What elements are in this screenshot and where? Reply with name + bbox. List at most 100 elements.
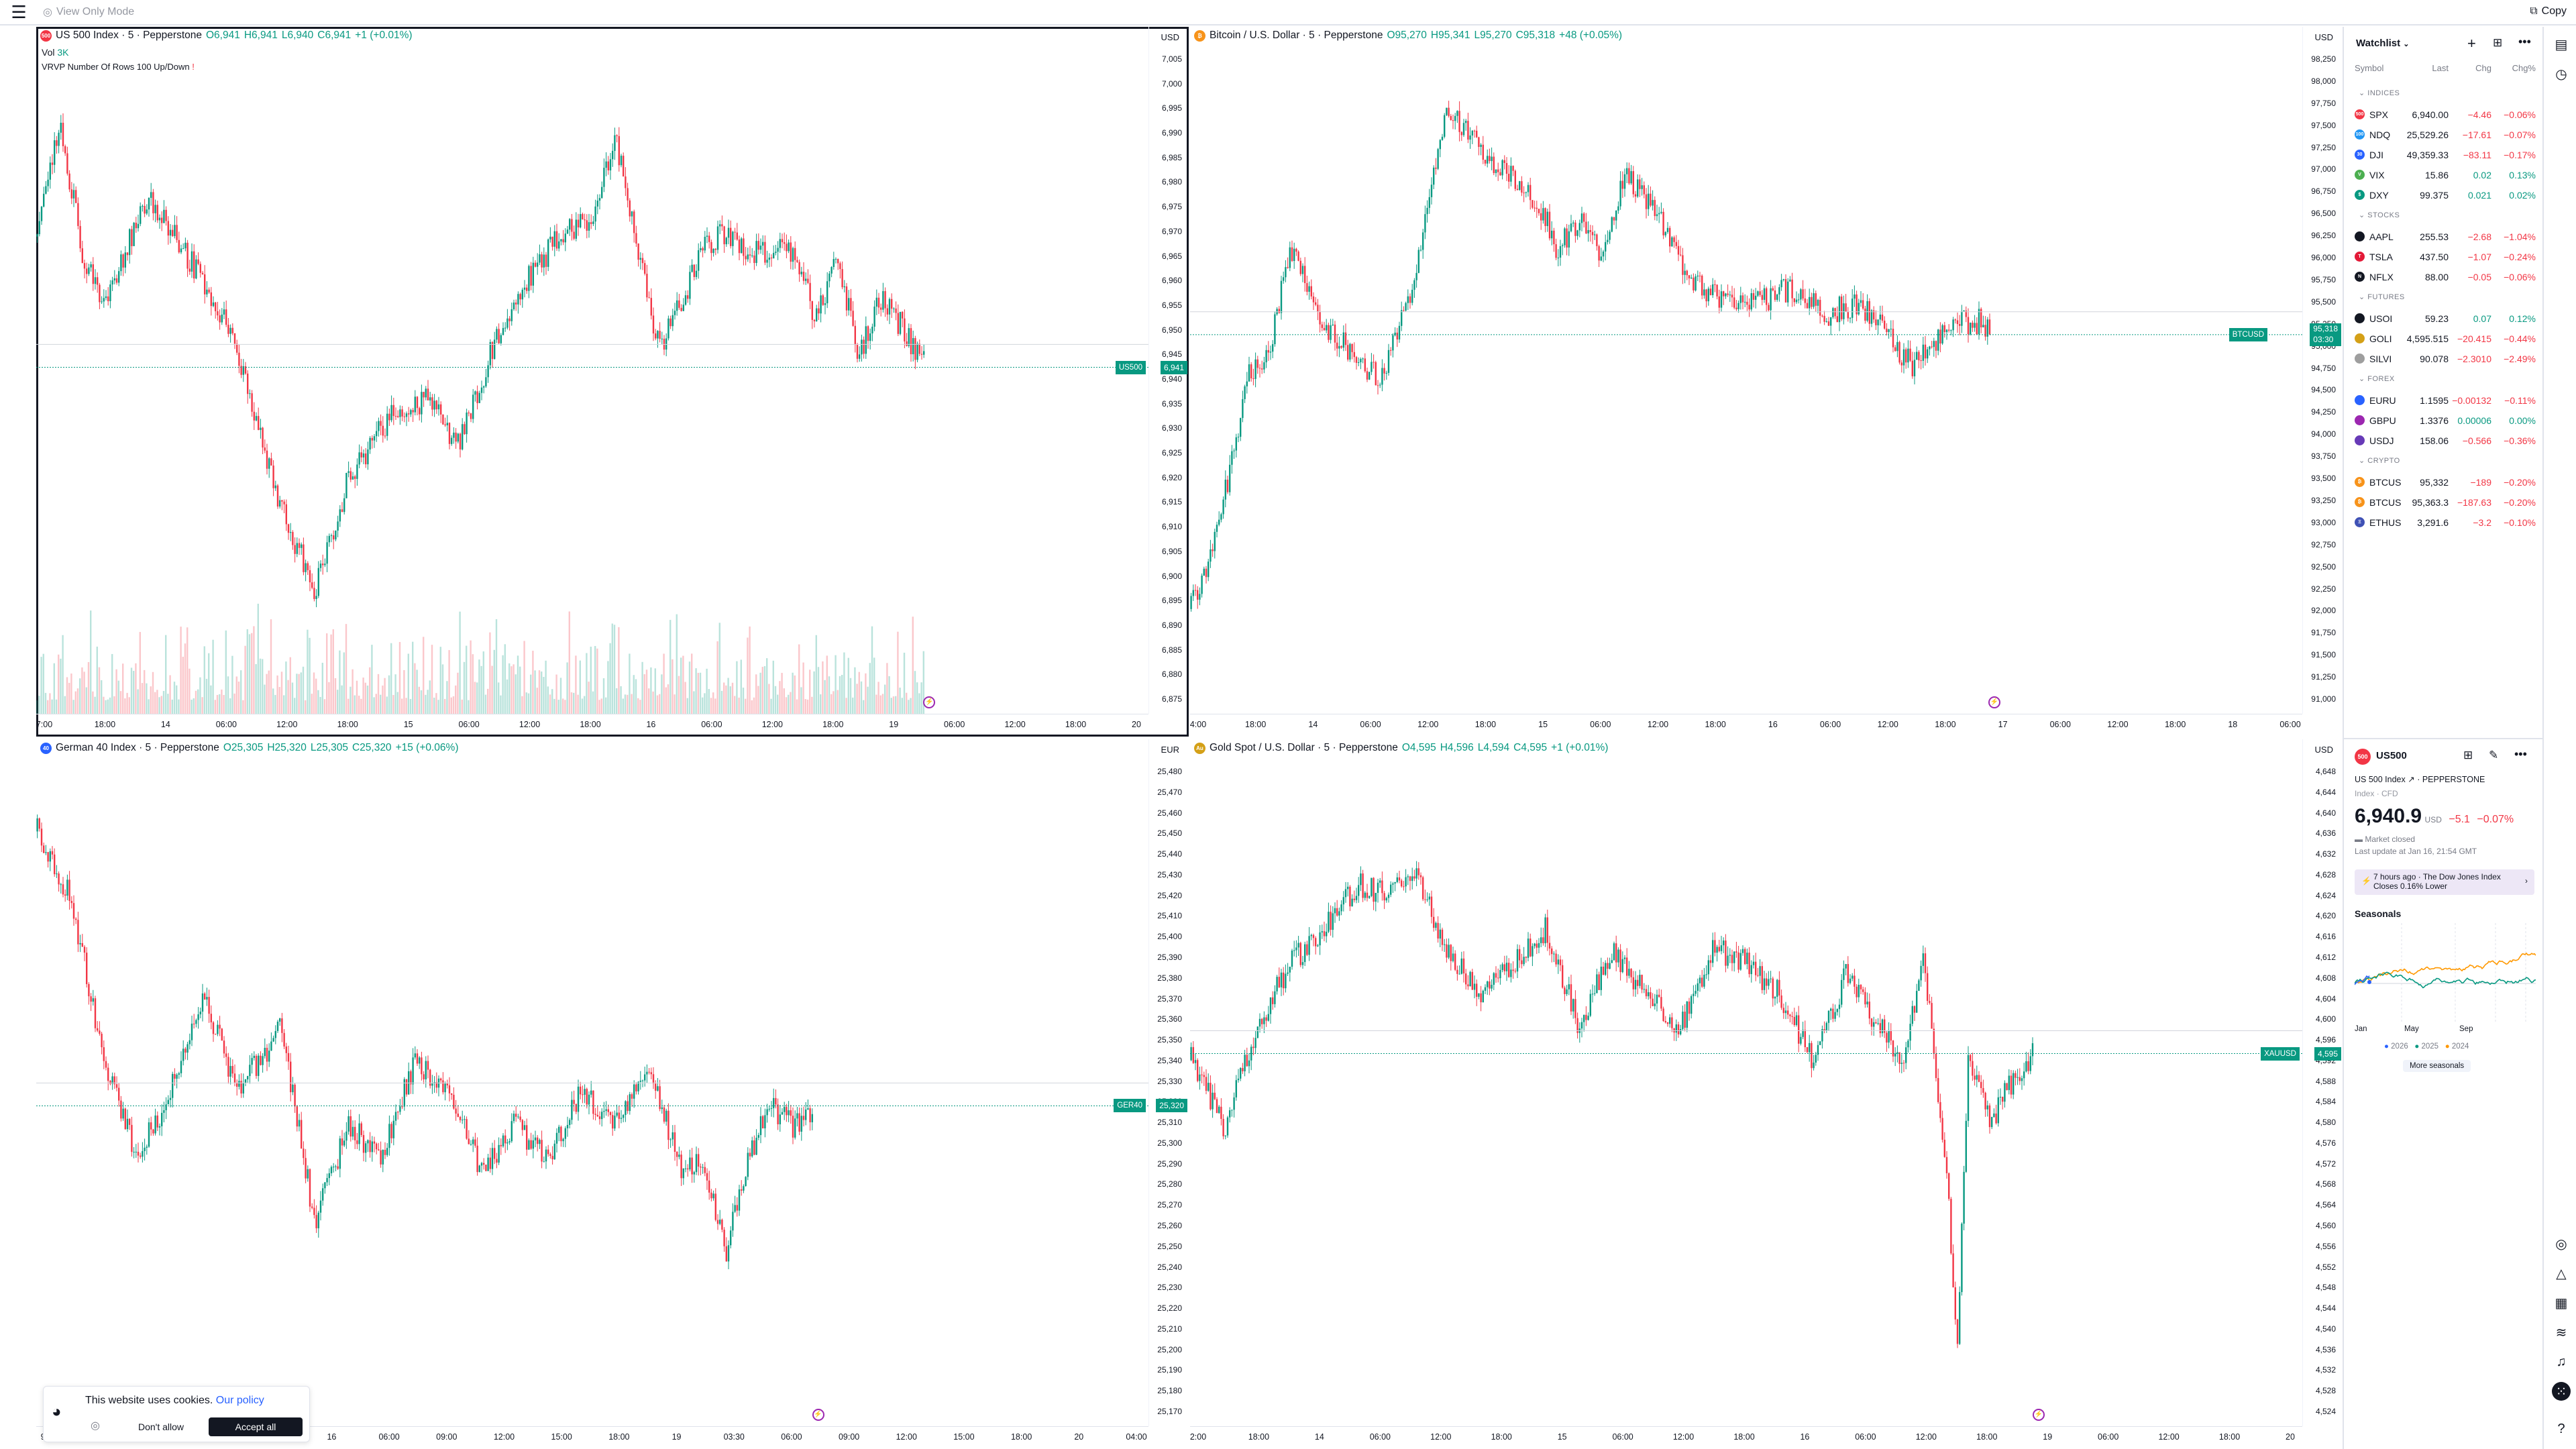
watchlist-title[interactable]: Watchlist ⌄ (2356, 38, 2410, 49)
watchlist-row[interactable]: 30 DJI 49,359.33 −83.11 −0.17% (2344, 145, 2544, 165)
time-axis[interactable]: 4:00 18:00 14 06:00 12:00 18:00 15 06:00 12:00 18… (1190, 714, 2302, 735)
event-flag-icon[interactable]: ⚡ (923, 696, 936, 708)
calendar-icon[interactable]: ▦ (2555, 1295, 2568, 1311)
ohlc-o: O4,595 (1401, 742, 1436, 753)
grid-icon[interactable]: ⊞ (2463, 749, 2473, 761)
watchlist-row[interactable]: EURU 1.1595 −0.00132 −0.11% (2344, 390, 2544, 411)
watchlist-icon[interactable]: ▤ (2555, 37, 2568, 52)
watchlist-section-stocks[interactable]: ⌄ STOCKS (2359, 211, 2400, 219)
ohlc-c: C95,318 (1515, 30, 1556, 41)
watchlist-row[interactable]: ₿ BTCUS 95,332 −189 −0.20% (2344, 472, 2544, 492)
time-tick: 06:00 (2049, 720, 2071, 729)
time-axis[interactable]: 7:00 18:00 14 06:00 12:00 18:00 15 06:00 12:00 18… (36, 714, 1148, 735)
warning-icon: ! (192, 62, 195, 72)
seasonals-month-sep: Sep (2459, 1025, 2473, 1033)
chart-legend: Au Gold Spot / U.S. Dollar · 5 · Pepperst… (1194, 742, 1608, 754)
price-axis[interactable]: 25,480 25,470 25,460 25,450 25,440 25,430 25,4… (1148, 739, 1189, 1426)
time-tick: 12:00 (493, 1432, 515, 1442)
bell-icon[interactable]: ♫ (2556, 1354, 2567, 1369)
watchlist-section-indices[interactable]: ⌄ INDICES (2359, 89, 2400, 97)
price-plot[interactable] (1190, 27, 2302, 714)
time-tick: 04:00 (1126, 1432, 1147, 1442)
price-axis[interactable]: 98,250 98,000 97,750 97,500 97,250 97,000 96,7… (2302, 27, 2343, 714)
watchlist-row[interactable]: Ξ ETHUS 3,291.6 −3.2 −0.10% (2344, 513, 2544, 533)
chart-pane-us500[interactable]: 500 US 500 Index · 5 · Pepperstone O6,941 H… (36, 27, 1189, 737)
details-symbol[interactable]: US500 (2376, 750, 2407, 761)
symbol-icon (2355, 395, 2365, 405)
price-axis[interactable]: 7,005 7,000 6,995 6,990 6,985 6,980 6,975 6,970… (1148, 27, 1189, 714)
watchlist-row[interactable]: AAPL 255.53 −2.68 −1.04% (2344, 227, 2544, 247)
watchlist-row[interactable]: GBPU 1.3376 0.00006 0.00% (2344, 411, 2544, 431)
copy-button[interactable]: ⧉ Copy (2530, 5, 2567, 17)
volume-legend: Vol 3K (42, 47, 68, 58)
currency-label: USD (1161, 32, 1179, 42)
details-name[interactable]: US 500 Index (2355, 775, 2406, 784)
deny-cookies-button[interactable]: Don't allow (138, 1421, 184, 1432)
more-seasonals-button[interactable]: More seasonals (2403, 1060, 2471, 1072)
alerts-clock-icon[interactable]: ◷ (2555, 66, 2567, 82)
price-axis[interactable]: 4,648 4,644 4,640 4,636 4,632 4,628 4,624 4,620… (2302, 739, 2343, 1426)
more-icon[interactable]: ••• (2518, 35, 2531, 48)
watchlist-section-crypto[interactable]: ⌄ CRYPTO (2359, 457, 2400, 465)
chart-title[interactable]: German 40 Index · 5 · Pepperstone (56, 742, 219, 753)
watchlist-pct: −0.07% (2504, 129, 2536, 140)
watchlist-pct: 0.13% (2509, 170, 2536, 180)
watchlist-row[interactable]: V VIX 15.86 0.02 0.13% (2344, 165, 2544, 185)
watchlist-row[interactable]: T TSLA 437.50 −1.07 −0.24% (2344, 247, 2544, 267)
watchlist-row[interactable]: USDJ 158.06 −0.566 −0.36% (2344, 431, 2544, 451)
help-icon[interactable]: ? (2557, 1421, 2565, 1436)
watchlist-pct: −1.04% (2504, 231, 2536, 242)
chart-title[interactable]: US 500 Index · 5 · Pepperstone (56, 30, 202, 41)
price-tick: 97,500 (2311, 120, 2336, 130)
price-plot[interactable] (1190, 739, 2302, 1426)
price-plot[interactable] (36, 739, 1148, 1426)
layout-icon[interactable]: ⊞ (2493, 36, 2503, 49)
accept-cookies-button[interactable]: Accept all (209, 1417, 303, 1436)
time-axis[interactable]: 2:00 18:00 14 06:00 12:00 18:00 15 06:00 12:00 18… (1190, 1426, 2302, 1448)
edit-icon[interactable]: ✎ (2489, 749, 2499, 761)
watchlist-symbol: BTCUS (2369, 477, 2402, 488)
ideas-icon[interactable]: △ (2556, 1266, 2567, 1281)
watchlist-row[interactable]: ₿ BTCUS 95,363.3 −187.63 −0.20% (2344, 492, 2544, 513)
event-flag-icon[interactable]: ⚡ (812, 1409, 824, 1421)
watchlist-symbol: SPX (2369, 109, 2389, 120)
watchlist-row[interactable]: SILVI 90.078 −2.3010 −2.49% (2344, 349, 2544, 369)
details-more-icon[interactable]: ••• (2514, 747, 2527, 761)
watchlist-row[interactable]: 100 NDQ 25,529.26 −17.61 −0.07% (2344, 125, 2544, 145)
price-tick: 91,000 (2311, 694, 2336, 704)
watchlist-row[interactable]: 500 SPX 6,940.00 −4.46 −0.06% (2344, 105, 2544, 125)
chart-title[interactable]: Bitcoin / U.S. Dollar · 5 · Pepperstone (1210, 30, 1383, 41)
price-tick: 25,310 (1157, 1118, 1182, 1128)
price-plot[interactable] (36, 27, 1148, 714)
chart-pane-xauusd[interactable]: Au Gold Spot / U.S. Dollar · 5 · Pepperst… (1190, 739, 2343, 1449)
apps-icon[interactable]: ⁙ (2552, 1382, 2571, 1401)
watchlist-row[interactable]: $ DXY 99.375 0.021 0.02% (2344, 185, 2544, 205)
watchlist-section-forex[interactable]: ⌄ FOREX (2359, 375, 2395, 383)
cookie-policy-link[interactable]: Our policy (215, 1395, 264, 1406)
news-card[interactable]: ⚡ 7 hours ago · The Dow Jones Index Clos… (2355, 869, 2534, 895)
target-icon[interactable]: ◎ (2555, 1236, 2567, 1252)
symbol-icon: 500 (2355, 109, 2365, 119)
watchlist-row[interactable]: GOLI 4,595.515 −20.415 −0.44% (2344, 329, 2544, 349)
time-tick: 06:00 (701, 720, 722, 729)
menu-icon[interactable]: ☰ (11, 1, 27, 22)
time-tick: 18:00 (1491, 1432, 1512, 1442)
time-tick: 18:00 (822, 720, 844, 729)
settings-icon[interactable]: ◎ (91, 1420, 100, 1432)
chart-pane-ger40[interactable]: 40 German 40 Index · 5 · Pepperstone O25,3… (36, 739, 1189, 1449)
currency-label: EUR (1161, 745, 1179, 755)
event-flag-icon[interactable]: ⚡ (2033, 1409, 2045, 1421)
watchlist-pct: −0.20% (2504, 477, 2536, 488)
price-tick: 4,540 (2315, 1324, 2336, 1334)
watchlist-section-futures[interactable]: ⌄ FUTURES (2359, 293, 2405, 301)
chart-title[interactable]: Gold Spot / U.S. Dollar · 5 · Pepperston… (1210, 742, 1398, 753)
watchlist-row[interactable]: USOI 59.23 0.07 0.12% (2344, 309, 2544, 329)
watchlist-row[interactable]: N NFLX 88.00 −0.05 −0.06% (2344, 267, 2544, 287)
event-flag-icon[interactable]: ⚡ (1988, 696, 2000, 708)
view-only-mode[interactable]: ◎ View Only Mode (43, 6, 135, 18)
price-tick: 94,000 (2311, 429, 2336, 439)
ohlc-h: H4,596 (1440, 742, 1474, 753)
add-symbol-icon[interactable]: + (2467, 35, 2476, 52)
chart-pane-btcusd[interactable]: ₿ Bitcoin / U.S. Dollar · 5 · Pepperstone… (1190, 27, 2343, 737)
feed-icon[interactable]: ≋ (2555, 1325, 2567, 1340)
